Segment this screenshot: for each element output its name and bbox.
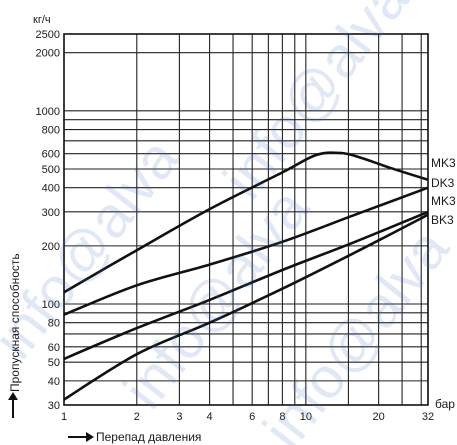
y-tick-label: 60 <box>48 342 60 354</box>
y-tick-label: 2500 <box>36 29 60 41</box>
series-label: BK3 <box>431 213 454 227</box>
y-tick-label: 40 <box>48 376 60 388</box>
x-tick-label: 1 <box>61 411 67 423</box>
x-axis-label: Перепад давления <box>96 430 202 444</box>
series-layer <box>63 151 429 401</box>
series-label: MK3 <box>431 194 456 208</box>
y-unit-label: кг/ч <box>33 14 51 26</box>
series-line-mk3 <box>63 151 429 294</box>
x-tick-label: 2 <box>134 411 140 423</box>
y-axis-label: Пропускная способность <box>8 253 22 392</box>
y-tick-label: 500 <box>42 164 60 176</box>
x-arrow-icon <box>68 432 94 442</box>
y-tick-label: 300 <box>42 207 60 219</box>
x-tick-label: 8 <box>279 411 285 423</box>
series-labels: MK3 DK3 MK3 BK3 <box>431 156 456 227</box>
series-line-dk3 <box>63 186 429 316</box>
x-tick-label: 10 <box>300 411 312 423</box>
plot-frame <box>63 33 429 406</box>
series-line-mk3 <box>63 210 429 361</box>
y-tick-label: 600 <box>42 149 60 161</box>
grid <box>63 33 429 406</box>
y-tick-label: 1000 <box>36 106 60 118</box>
x-tick-label: 6 <box>249 411 255 423</box>
series-label: DK3 <box>431 176 455 190</box>
y-tick-label: 30 <box>48 400 60 412</box>
y-tick-label: 400 <box>42 183 60 195</box>
x-tick-label: 4 <box>207 411 213 423</box>
y-tick-label: 100 <box>42 299 60 311</box>
x-tick-label: 32 <box>422 411 434 423</box>
series-line-bk3 <box>63 213 429 401</box>
x-tick-label: 3 <box>176 411 182 423</box>
tick-labels: 1 2 3 4 6 8 10 20 32 30 40 50 60 80 100 200 300 400 500 600… <box>36 29 435 423</box>
x-tick-label: 20 <box>373 411 385 423</box>
y-tick-label: 50 <box>48 357 60 369</box>
y-tick-label: 2000 <box>36 48 60 60</box>
y-tick-label: 80 <box>48 318 60 330</box>
y-tick-label: 800 <box>42 125 60 137</box>
series-label: MK3 <box>431 156 456 170</box>
x-unit-label: бар <box>435 397 455 411</box>
y-tick-label: 200 <box>42 241 60 253</box>
y-arrow-icon <box>8 392 18 418</box>
